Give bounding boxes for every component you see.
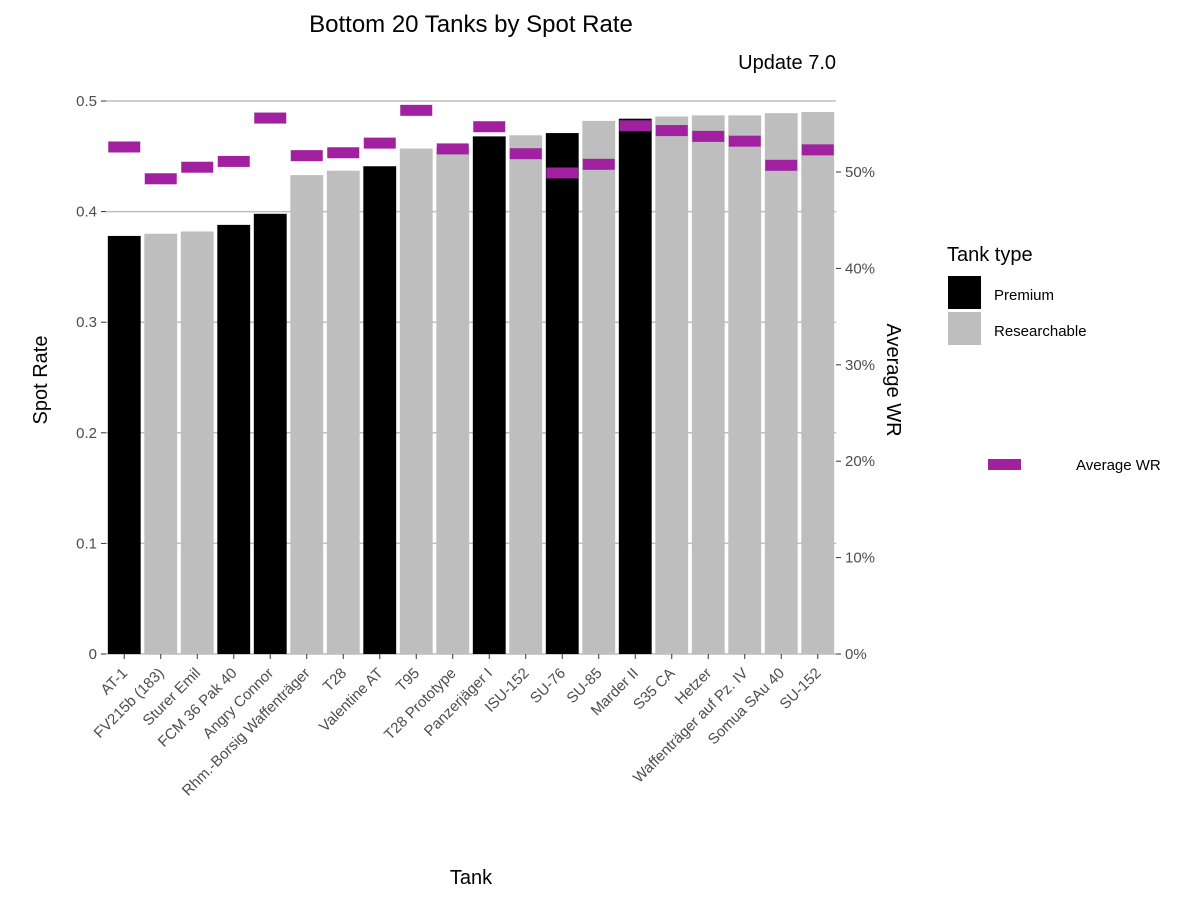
bar-somua-sau-40 xyxy=(764,113,798,654)
y2-tick-label: 30% xyxy=(845,357,875,374)
y2-tick-label: 40% xyxy=(845,260,875,277)
x-tick-label: T95 xyxy=(393,665,423,695)
x-tick-label: SU-76 xyxy=(527,665,569,707)
bar-su-76 xyxy=(545,133,579,655)
y2-axis-title: Average WR xyxy=(882,323,904,436)
bar-fv215b-183 xyxy=(144,233,178,654)
legend-label-average-wr: Average WR xyxy=(1076,457,1161,474)
legend-label-premium: Premium xyxy=(994,287,1054,304)
bar-s35-ca xyxy=(655,116,689,654)
bars xyxy=(107,112,835,655)
bar-su-85 xyxy=(582,120,616,654)
y2-tick-label: 20% xyxy=(845,453,875,470)
wr-marker-waffentr-ger-auf-pz-iv xyxy=(728,135,761,147)
y-tick-label: 0 xyxy=(89,646,97,663)
bar-t28-prototype xyxy=(436,147,470,654)
legend-label-researchable: Researchable xyxy=(994,323,1087,340)
y2-tick-label: 50% xyxy=(845,164,875,181)
y-tick-label: 0.5 xyxy=(76,93,97,110)
wr-marker-at-1 xyxy=(108,141,141,153)
y2-tick-label: 0% xyxy=(845,646,867,663)
bar-angry-connor xyxy=(253,213,287,654)
wr-marker-su-85 xyxy=(582,158,615,170)
wr-marker-isu-152 xyxy=(509,148,542,160)
bar-marder-ii xyxy=(618,118,652,655)
bar-fcm-36-pak-40 xyxy=(217,224,251,654)
bar-rhm-borsig-waffentr-ger xyxy=(290,175,324,655)
wr-marker-s35-ca xyxy=(655,125,688,137)
x-tick-label: SU-152 xyxy=(777,665,825,713)
wr-marker-fv215b-183 xyxy=(144,173,177,185)
wr-marker-angry-connor xyxy=(254,112,287,124)
y-tick-label: 0.3 xyxy=(76,314,97,331)
x-axis-title: Tank xyxy=(450,867,493,889)
wr-marker-t28-prototype xyxy=(436,143,469,155)
legend-title: Tank type xyxy=(947,244,1033,266)
bar-panzerj-ger-i xyxy=(472,136,506,655)
gridlines xyxy=(106,100,836,655)
y-axis-title: Spot Rate xyxy=(30,336,52,425)
y-tick-label: 0.4 xyxy=(76,204,97,221)
wr-marker-su-152 xyxy=(801,144,834,156)
wr-marker-sturer-emil xyxy=(181,161,214,173)
y2-tick-label: 10% xyxy=(845,550,875,567)
average-wr-markers xyxy=(108,104,834,185)
legend-key-researchable xyxy=(948,312,981,345)
y-tick-label: 0.1 xyxy=(76,535,97,552)
bar-t28 xyxy=(326,170,360,655)
wr-marker-fcm-36-pak-40 xyxy=(217,155,250,167)
legend-key-average-wr xyxy=(988,459,1021,470)
chart-subtitle: Update 7.0 xyxy=(738,52,836,74)
bar-waffentr-ger-auf-pz-iv xyxy=(728,115,762,655)
wr-marker-somua-sau-40 xyxy=(765,159,798,171)
bar-at-1 xyxy=(107,235,141,654)
bar-hetzer xyxy=(691,115,725,655)
bar-sturer-emil xyxy=(180,231,214,654)
wr-marker-valentine-at xyxy=(363,137,396,149)
wr-marker-hetzer xyxy=(692,130,725,142)
wr-marker-rhm-borsig-waffentr-ger xyxy=(290,150,323,162)
legend: Tank type Premium Researchable Average W… xyxy=(947,244,1161,474)
x-tick-label: T28 xyxy=(320,665,350,695)
wr-marker-su-76 xyxy=(546,167,579,179)
bar-t95 xyxy=(399,148,433,655)
bar-isu-152 xyxy=(509,135,543,654)
legend-key-premium xyxy=(948,276,981,309)
wr-marker-t28 xyxy=(327,147,360,159)
y-tick-label: 0.2 xyxy=(76,425,97,442)
chart-title: Bottom 20 Tanks by Spot Rate xyxy=(309,11,633,38)
bar-su-152 xyxy=(801,112,835,654)
wr-marker-marder-ii xyxy=(619,120,652,132)
bar-valentine-at xyxy=(363,166,397,654)
wr-marker-panzerj-ger-i xyxy=(473,121,506,133)
wr-marker-t95 xyxy=(400,104,433,116)
